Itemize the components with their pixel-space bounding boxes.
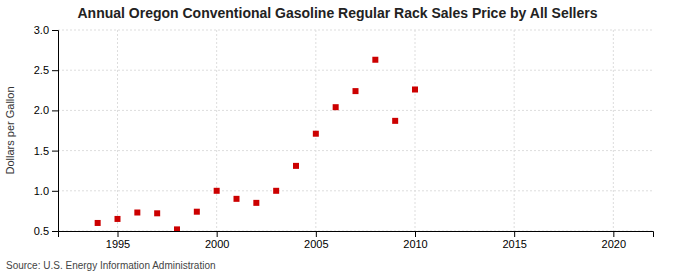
- tick: 2.0: [34, 104, 58, 116]
- axis-line: [59, 232, 654, 238]
- tick: 1.0: [34, 185, 58, 197]
- tick-mark: [613, 231, 614, 237]
- point: [95, 220, 101, 226]
- tick-mark: [415, 231, 416, 237]
- point: [174, 226, 180, 231]
- grid-line: [58, 190, 653, 191]
- tick-mark: [52, 30, 58, 31]
- x-axis: 1995 2000 2005 2010 2015 2020: [59, 231, 654, 250]
- points: [95, 57, 418, 231]
- annotation: Source: U.S. Energy Information Administ…: [6, 260, 216, 271]
- grid-line: [58, 30, 653, 31]
- tick-label: 2005: [304, 238, 328, 250]
- tick: 2015: [502, 231, 526, 250]
- point: [134, 210, 140, 216]
- y-axis-title: Dollars per Gallon: [4, 86, 16, 174]
- grid-line: [58, 150, 653, 151]
- grid-line: [613, 30, 614, 231]
- tick-label: 2010: [403, 238, 427, 250]
- tick-mark: [118, 231, 119, 237]
- tick: 2005: [304, 231, 328, 250]
- point: [313, 131, 319, 137]
- tick: 0.5: [34, 225, 58, 237]
- y-axis: 0.5 1.0 1.5 2.0 2.5 3.0: [34, 24, 59, 237]
- tick-mark: [217, 231, 218, 237]
- plot: 1995 2000 2005 2010 2015 2020 0.5 1.0 1.5 2.0 2.5 3…: [34, 24, 654, 250]
- grid-line: [315, 30, 316, 231]
- grid-line: [415, 30, 416, 231]
- grid-line: [58, 70, 653, 71]
- tick: 2000: [205, 231, 229, 250]
- point: [273, 188, 279, 194]
- tick-label: 1995: [106, 238, 130, 250]
- tick-label: 2015: [502, 238, 526, 250]
- point: [154, 210, 160, 216]
- point: [372, 57, 378, 63]
- tick-label: 2.5: [34, 64, 49, 76]
- tick-label: 1.5: [34, 145, 49, 157]
- chart: 1995 2000 2005 2010 2015 2020 0.5 1.0 1.5 2.0 2.5 3…: [0, 0, 675, 275]
- tick-label: 3.0: [34, 24, 49, 36]
- tick: 2010: [403, 231, 427, 250]
- point: [333, 104, 339, 110]
- tick-mark: [52, 110, 58, 111]
- tick-mark: [52, 231, 58, 232]
- grid-line: [58, 110, 653, 111]
- tick: 1.5: [34, 145, 58, 157]
- chart-container: 1995 2000 2005 2010 2015 2020 0.5 1.0 1.5 2.0 2.5 3…: [0, 0, 675, 275]
- point: [392, 118, 398, 124]
- point: [234, 196, 240, 202]
- tick: 2020: [602, 231, 626, 250]
- axis-line: [52, 31, 59, 232]
- grid-line: [216, 30, 217, 231]
- tick: 2.5: [34, 64, 58, 76]
- grid-line: [514, 30, 515, 231]
- tick: 3.0: [34, 24, 58, 36]
- point: [412, 86, 418, 92]
- grid: [58, 30, 653, 231]
- tick-label: 0.5: [34, 225, 49, 237]
- tick-label: 2000: [205, 238, 229, 250]
- point: [194, 209, 200, 215]
- point: [115, 216, 121, 222]
- tick-label: 1.0: [34, 185, 49, 197]
- point: [253, 200, 259, 206]
- tick-mark: [52, 70, 58, 71]
- tick-mark: [514, 231, 515, 237]
- point: [214, 188, 220, 194]
- tick-label: 2.0: [34, 104, 49, 116]
- tick-mark: [52, 151, 58, 152]
- tick-mark: [52, 191, 58, 192]
- tick-mark: [316, 231, 317, 237]
- tick-label: 2020: [602, 238, 626, 250]
- title: Annual Oregon Conventional Gasoline Regu…: [78, 5, 598, 21]
- grid-line: [117, 30, 118, 231]
- point: [293, 163, 299, 169]
- tick: 1995: [106, 231, 130, 250]
- point: [353, 88, 359, 94]
